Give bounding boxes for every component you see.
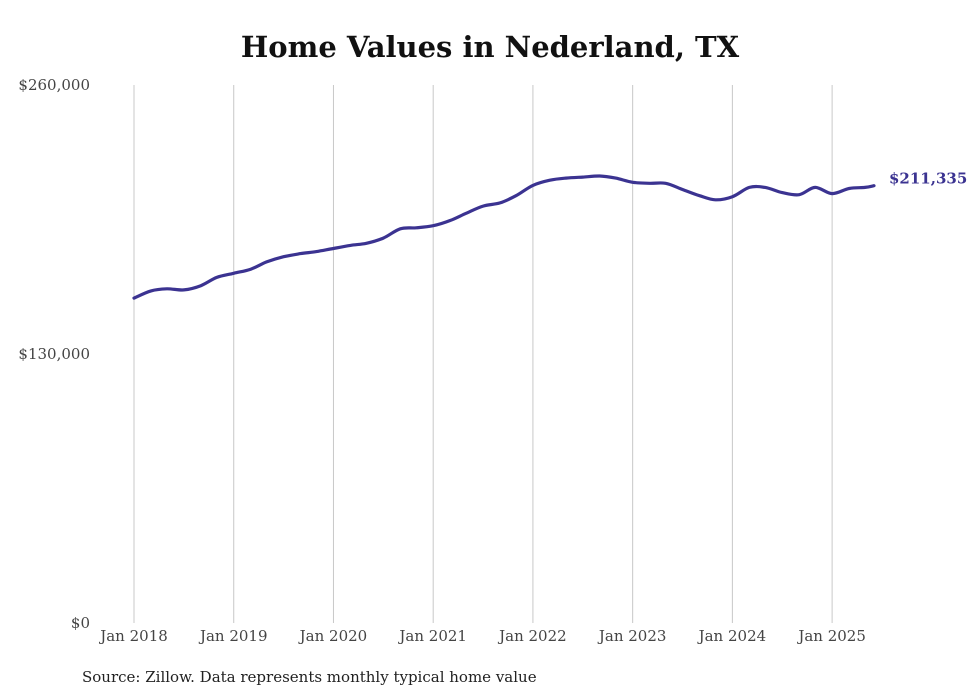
- y-tick-label: $0: [71, 614, 90, 632]
- x-tick-label: Jan 2020: [298, 627, 368, 645]
- x-tick-label: Jan 2023: [597, 627, 667, 645]
- source-note: Source: Zillow. Data represents monthly …: [82, 668, 537, 686]
- series-line-layer: [132, 174, 876, 300]
- y-axis-ticks: $0 $130,000 $260,000: [18, 76, 90, 632]
- end-value-label: $211,335: [889, 170, 967, 188]
- home-value-line: [132, 174, 876, 300]
- y-tick-label: $130,000: [18, 345, 90, 363]
- line-chart: $0$130,000$260,000 Jan 2018 Jan 2019 Jan 2…: [18, 76, 967, 645]
- x-tick-label: Jan 2025: [796, 627, 866, 645]
- chart-title: Home Values in Nederland, TX: [240, 30, 740, 64]
- y-tick-label: $260,000: [18, 76, 90, 94]
- x-tick-label: Jan 2019: [198, 627, 268, 645]
- x-tick-label: Jan 2021: [397, 627, 467, 645]
- x-axis-ticks: Jan 2018 Jan 2019 Jan 2020 Jan 2021 Jan 2022…: [98, 627, 866, 645]
- x-tick-label: Jan 2022: [497, 627, 567, 645]
- x-tick-label: Jan 2024: [697, 627, 767, 645]
- x-tick-label: Jan 2018: [98, 627, 168, 645]
- gridlines: [133, 85, 833, 623]
- end-label-layer: $211,335: [889, 170, 967, 188]
